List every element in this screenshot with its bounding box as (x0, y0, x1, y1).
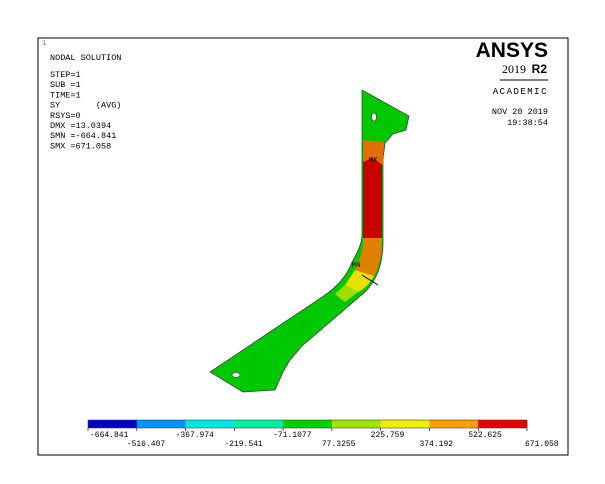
date: NOV 20 2019 (492, 107, 548, 117)
legend-swatch (283, 420, 333, 428)
legend-label: -664.841 (90, 431, 129, 440)
legend-label: -516.407 (127, 440, 166, 449)
release: R2 (532, 62, 548, 76)
time: 19:38:54 (507, 118, 548, 128)
legend: -664.841-516.407 -367.974 -219.541 -71.1077… (87, 419, 559, 449)
max-label: MX (369, 157, 378, 165)
legend-swatch (380, 420, 430, 428)
legend-border (87, 419, 528, 429)
legend-label: 522.625 (468, 431, 502, 440)
legend-label: -367.974 (176, 431, 215, 440)
legend-swatch (136, 420, 186, 428)
license: ACADEMIC (493, 87, 548, 97)
model: MX MN (209, 89, 410, 393)
legend-swatch (478, 420, 528, 428)
info-line: SUB =1 (50, 80, 81, 90)
info-line: DMX =13.0394 (50, 121, 111, 131)
info-line: RSYS=0 (50, 111, 81, 121)
legend-label: -71.1077 (273, 431, 312, 440)
legend-label: 374.192 (419, 440, 453, 449)
info-line: STEP=1 (50, 70, 81, 80)
title: NODAL SOLUTION (50, 53, 121, 63)
legend-label: -219.541 (224, 440, 263, 449)
frame (37, 37, 569, 456)
info-line: TIME=1 (50, 90, 81, 100)
info-line: SMX =671.058 (50, 141, 111, 151)
legend-label: 77.3255 (322, 440, 356, 449)
legend-swatch (185, 420, 235, 428)
year: 2019 (502, 62, 526, 76)
info-line: SMN =-664.841 (50, 131, 116, 141)
legend-swatch (429, 420, 479, 428)
brand: ANSYS (476, 39, 548, 62)
legend-swatch (331, 420, 381, 428)
window-number: 1 (42, 40, 46, 48)
legend-label: 225.759 (371, 431, 405, 440)
min-label: MN (352, 262, 360, 270)
info-line: SY (AVG) (50, 101, 121, 111)
legend-label: 671.058 (525, 440, 559, 449)
legend-swatch (88, 420, 138, 428)
legend-swatch (234, 420, 284, 428)
